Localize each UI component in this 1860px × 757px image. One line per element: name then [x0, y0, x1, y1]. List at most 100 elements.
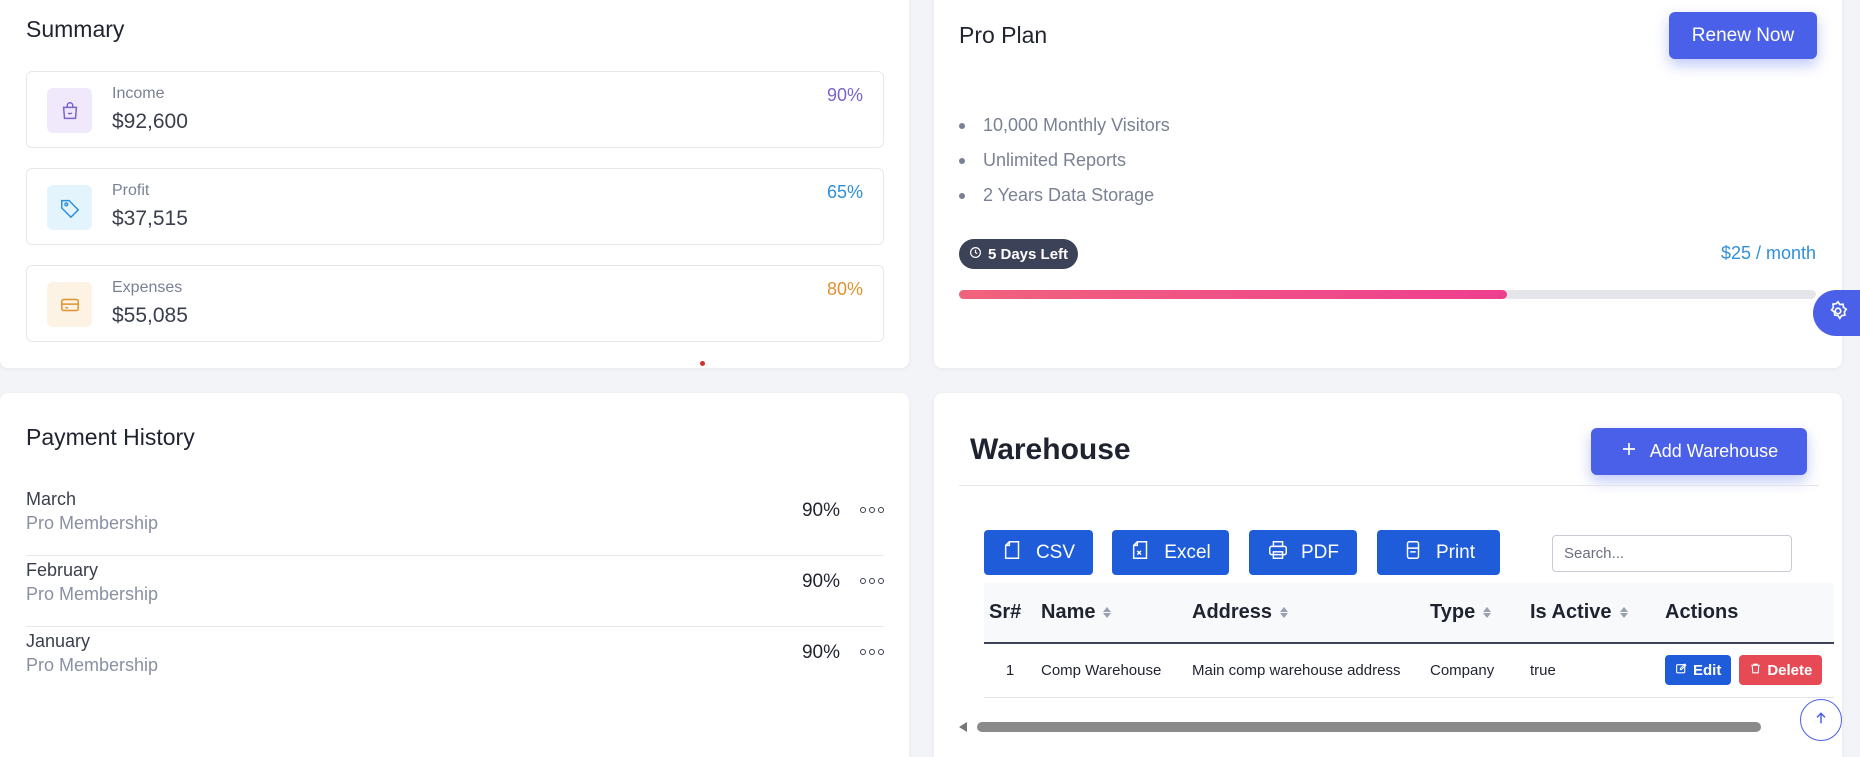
export-pdf-label: PDF: [1301, 541, 1339, 563]
search-input[interactable]: [1552, 535, 1792, 572]
column-header-sr: Sr#: [984, 583, 1036, 644]
print-icon: [1402, 539, 1424, 567]
payment-month: January: [26, 631, 91, 651]
summary-item-income: Income $92,600 90%: [26, 71, 884, 148]
gear-icon: [1827, 300, 1849, 327]
summary-label: Income: [112, 85, 165, 102]
credit-card-icon: [47, 282, 92, 327]
feature-item: 10,000 Monthly Visitors: [959, 108, 1170, 143]
sort-icon[interactable]: [1103, 607, 1112, 619]
payment-plan: Pro Membership: [26, 513, 159, 533]
shopping-bag-icon: [47, 88, 92, 133]
column-header-type[interactable]: Type: [1425, 583, 1525, 644]
payment-month: February: [26, 560, 99, 580]
table-header-row: Sr# Name Address Type Is Active Actions: [984, 583, 1834, 644]
summary-label: Profit: [112, 182, 150, 199]
export-excel-label: Excel: [1164, 541, 1211, 563]
feature-item: Unlimited Reports: [959, 143, 1170, 178]
payment-history-title: Payment History: [26, 424, 195, 450]
edit-icon: [1675, 662, 1688, 679]
warehouse-title: Warehouse: [970, 433, 1131, 466]
indicator-dot: [700, 361, 705, 366]
column-label: Is Active: [1530, 601, 1612, 623]
warehouse-table: Sr# Name Address Type Is Active Actions …: [984, 583, 1834, 698]
summary-percent: 80%: [826, 279, 863, 299]
payment-row: January Pro Membership 90%: [26, 627, 884, 698]
summary-item-expenses: Expenses $55,085 80%: [26, 265, 884, 342]
cell-is-active: true: [1525, 643, 1660, 698]
column-header-address[interactable]: Address: [1187, 583, 1425, 644]
export-pdf-button[interactable]: PDF: [1249, 530, 1357, 575]
plan-progress-bar: [959, 290, 1816, 299]
payment-row: February Pro Membership 90%: [26, 556, 884, 627]
summary-percent: 65%: [826, 182, 863, 202]
table-row: 1 Comp Warehouse Main comp warehouse add…: [984, 643, 1834, 698]
sort-icon[interactable]: [1280, 607, 1289, 619]
print-button[interactable]: Print: [1377, 530, 1500, 575]
arrow-up-icon: [1813, 710, 1829, 731]
print-label: Print: [1435, 541, 1476, 563]
summary-title: Summary: [26, 16, 125, 42]
column-label: Name: [1041, 601, 1096, 623]
summary-value: $37,515: [112, 207, 188, 230]
summary-card: Summary Income $92,600 90% Profit $37,51…: [0, 0, 909, 368]
payment-month: March: [26, 489, 77, 509]
more-options-icon[interactable]: [860, 644, 884, 660]
feature-item: 2 Years Data Storage: [959, 178, 1170, 213]
tag-icon: [47, 185, 92, 230]
cell-actions: Edit Delete: [1660, 643, 1834, 698]
column-header-name[interactable]: Name: [1036, 583, 1187, 644]
add-warehouse-label: Add Warehouse: [1649, 441, 1779, 461]
payment-plan: Pro Membership: [26, 655, 159, 675]
file-excel-icon: [1130, 539, 1152, 567]
payment-percent: 90%: [801, 500, 840, 521]
file-icon: [1002, 539, 1024, 567]
plan-price: $25 / month: [1720, 243, 1816, 263]
cell-type: Company: [1425, 643, 1525, 698]
plus-icon: [1620, 440, 1638, 463]
edit-button[interactable]: Edit: [1665, 655, 1732, 686]
warehouse-card: Warehouse Add Warehouse CSV Excel PDF Pr…: [934, 393, 1842, 757]
summary-label: Expenses: [112, 279, 183, 296]
more-options-icon[interactable]: [860, 502, 884, 518]
delete-label: Delete: [1767, 661, 1813, 679]
cell-name: Comp Warehouse: [1036, 643, 1187, 698]
payment-percent: 90%: [801, 642, 840, 663]
renew-now-button[interactable]: Renew Now: [1669, 12, 1817, 59]
sort-icon[interactable]: [1619, 607, 1628, 619]
export-csv-label: CSV: [1035, 541, 1076, 563]
cell-sr: 1: [984, 643, 1036, 698]
summary-value: $55,085: [112, 304, 188, 327]
settings-button[interactable]: [1813, 290, 1860, 336]
payment-row: March Pro Membership 90%: [26, 485, 884, 556]
export-excel-button[interactable]: Excel: [1112, 530, 1229, 575]
scrollbar-thumb[interactable]: [977, 722, 1761, 732]
export-csv-button[interactable]: CSV: [984, 530, 1093, 575]
summary-percent: 90%: [826, 85, 863, 105]
summary-value: $92,600: [112, 110, 188, 133]
printer-icon: [1267, 539, 1289, 567]
delete-button[interactable]: Delete: [1739, 655, 1823, 686]
pro-plan-title: Pro Plan: [959, 22, 1048, 48]
clock-icon: [969, 246, 982, 263]
horizontal-scrollbar[interactable]: [959, 720, 1819, 734]
payment-plan: Pro Membership: [26, 584, 159, 604]
trash-icon: [1749, 662, 1762, 679]
days-left-badge: 5 Days Left: [959, 239, 1079, 269]
add-warehouse-button[interactable]: Add Warehouse: [1591, 428, 1807, 475]
days-left-text: 5 Days Left: [988, 245, 1069, 263]
column-header-actions: Actions: [1660, 583, 1834, 644]
payment-history-card: Payment History March Pro Membership 90%…: [0, 393, 909, 757]
column-label: Actions: [1665, 601, 1739, 623]
scroll-to-top-button[interactable]: [1800, 699, 1842, 741]
cell-address: Main comp warehouse address: [1187, 643, 1425, 698]
scroll-left-arrow-icon[interactable]: [959, 722, 967, 732]
pro-plan-card: Pro Plan Renew Now 10,000 Monthly Visito…: [934, 0, 1842, 368]
plan-progress-fill: [959, 290, 1508, 299]
feature-list: 10,000 Monthly Visitors Unlimited Report…: [959, 108, 1170, 213]
more-options-icon[interactable]: [860, 573, 884, 589]
warehouse-divider: [959, 485, 1819, 486]
column-header-is-active[interactable]: Is Active: [1525, 583, 1660, 644]
sort-icon[interactable]: [1483, 607, 1492, 619]
summary-item-profit: Profit $37,515 65%: [26, 168, 884, 245]
